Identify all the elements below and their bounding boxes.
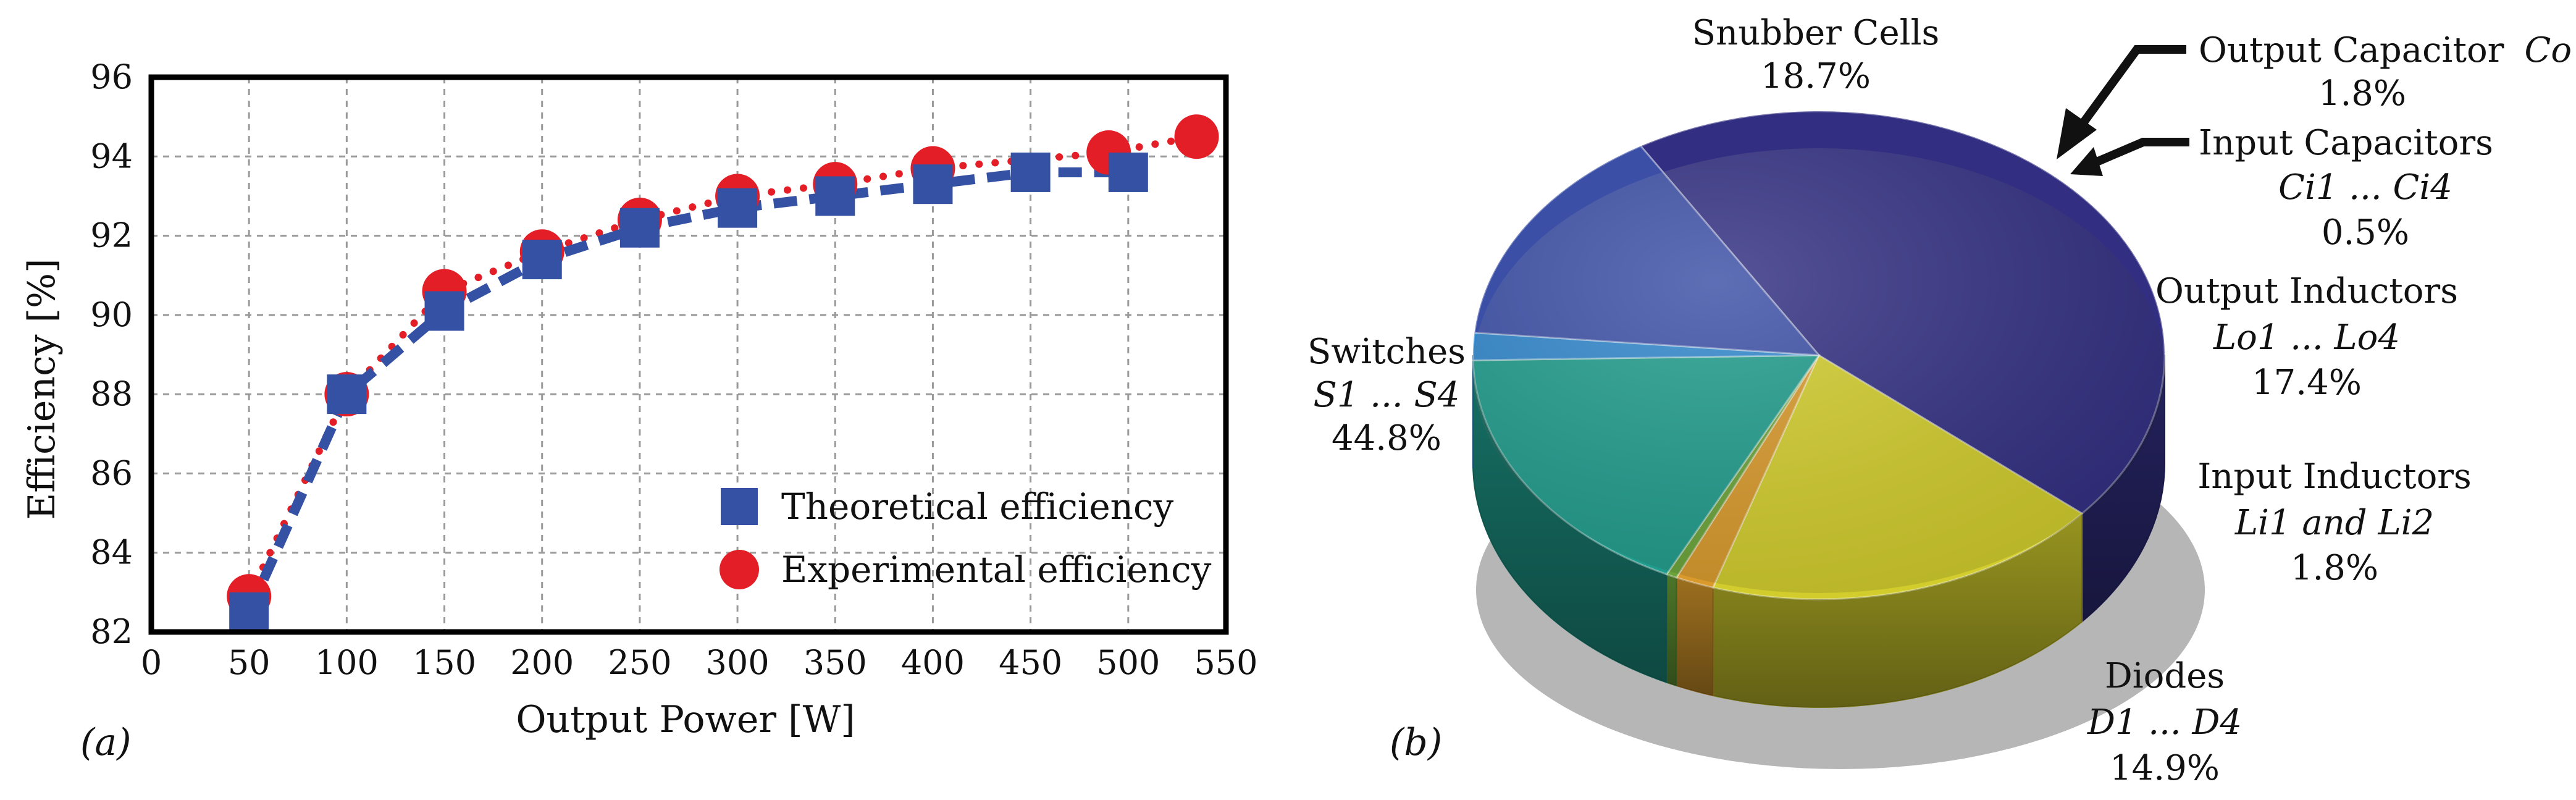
- theoretical-point: [815, 176, 855, 216]
- pie-top-slices: [1472, 110, 2166, 600]
- x-tick-label: 450: [999, 643, 1062, 682]
- theoretical-point: [718, 188, 758, 228]
- series-line-theoretical: [244, 167, 1128, 615]
- x-tick-label: 500: [1096, 643, 1160, 682]
- arrow-head-input-capacitors: [2070, 147, 2103, 176]
- theoretical-point: [229, 592, 269, 632]
- y-tick-label: 86: [90, 453, 133, 492]
- y-tick-label: 84: [90, 533, 133, 572]
- legend: Theoretical efficiency Experimental effic…: [720, 486, 1212, 591]
- arrow-input-capacitors: [2095, 138, 2189, 166]
- x-tick-label: 150: [413, 643, 476, 682]
- y-tick-label: 96: [90, 57, 133, 96]
- value-input-inductors: 1.8%: [2291, 548, 2378, 588]
- arrow-output-capacitor: [2075, 45, 2186, 133]
- loss-distribution-pie: Switches S1 ... S4 44.8% Snubber Cells 1…: [1307, 13, 2572, 788]
- symbols-input-inductors: Li1 and Li2: [2234, 503, 2434, 543]
- x-axis-title: Output Power [W]: [516, 698, 855, 741]
- symbols-diodes: D1 ... D4: [2087, 702, 2242, 743]
- y-tick-label: 94: [90, 137, 133, 175]
- x-tick-label: 550: [1194, 643, 1257, 682]
- chart-series: [227, 114, 1219, 632]
- symbols-output-inductors: Lo1 ... Lo4: [2213, 318, 2400, 358]
- x-tick-label: 0: [141, 643, 162, 682]
- x-tick-label: 100: [315, 643, 379, 682]
- theoretical-point: [1010, 152, 1051, 192]
- theoretical-point: [1108, 152, 1148, 192]
- y-tick-label: 88: [90, 374, 133, 413]
- value-input-capacitors: 0.5%: [2322, 213, 2409, 253]
- efficiency-chart: 0 50 100 150 200 250 300 350 400 450 500 550 82 84 86…: [20, 57, 1258, 764]
- label-output-capacitor-line: Output Capacitor Co: [2199, 30, 2572, 70]
- panel-label-a: (a): [80, 721, 132, 764]
- panel-label-b: (b): [1390, 721, 1442, 764]
- chart-grid: [151, 77, 1226, 632]
- pie-side-output-capacitor-shade: [1676, 577, 1713, 696]
- x-tick-label: 300: [706, 643, 770, 682]
- x-tick-labels: 0 50 100 150 200 250 300 350 400 450 500 550: [141, 643, 1258, 682]
- theoretical-point: [619, 208, 660, 248]
- label-output-capacitor: Output Capacitor: [2199, 30, 2504, 70]
- plot-frame: [148, 74, 1229, 635]
- y-tick-labels: 82 84 86 88 90 92 94 96: [90, 57, 133, 651]
- label-output-inductors: Output Inductors: [2155, 271, 2458, 311]
- label-snubber-cells: Snubber Cells: [1692, 13, 1939, 53]
- value-output-inductors: 17.4%: [2252, 363, 2362, 403]
- x-tick-label: 200: [510, 643, 574, 682]
- label-input-inductors: Input Inductors: [2197, 457, 2472, 497]
- theoretical-point: [913, 164, 953, 204]
- legend-label: Experimental efficiency: [781, 549, 1212, 591]
- x-tick-label: 250: [608, 643, 671, 682]
- pie-side-output-inductors-shade: [1473, 360, 1667, 683]
- legend-marker-theoretical: [721, 488, 758, 525]
- y-tick-label: 90: [90, 295, 133, 334]
- y-axis-title: Efficiency [%]: [20, 259, 64, 520]
- arrow-head-output-capacitor: [2057, 108, 2097, 159]
- theoretical-point: [522, 240, 562, 280]
- value-output-capacitor: 1.8%: [2318, 74, 2406, 114]
- legend-label: Theoretical efficiency: [781, 486, 1174, 528]
- value-snubber-cells: 18.7%: [1761, 56, 1871, 96]
- symbols-input-capacitors: Ci1 ... Ci4: [2278, 167, 2452, 208]
- value-switches: 44.8%: [1332, 418, 1441, 458]
- experimental-point: [1174, 114, 1219, 159]
- label-switches: Switches: [1307, 332, 1466, 372]
- pie-side-snubber-cells-shade: [1713, 513, 2083, 707]
- x-tick-label: 350: [803, 643, 867, 682]
- label-diodes: Diodes: [2105, 656, 2225, 696]
- theoretical-point: [327, 374, 367, 415]
- legend-marker-experimental: [720, 550, 759, 589]
- pie-side-input-capacitors-shade: [1666, 574, 1677, 686]
- y-tick-label: 92: [90, 216, 133, 255]
- symbols-output-capacitor: Co: [2525, 30, 2572, 70]
- label-input-capacitors: Input Capacitors: [2199, 123, 2493, 163]
- x-tick-label: 400: [901, 643, 965, 682]
- x-tick-label: 50: [228, 643, 271, 682]
- pie-labels: Switches S1 ... S4 44.8% Snubber Cells 1…: [1307, 13, 2572, 788]
- value-diodes: 14.9%: [2110, 748, 2220, 788]
- y-tick-label: 82: [90, 612, 133, 651]
- theoretical-point: [424, 291, 464, 331]
- symbols-switches: S1 ... S4: [1314, 375, 1460, 415]
- callout-arrows: [2057, 45, 2189, 176]
